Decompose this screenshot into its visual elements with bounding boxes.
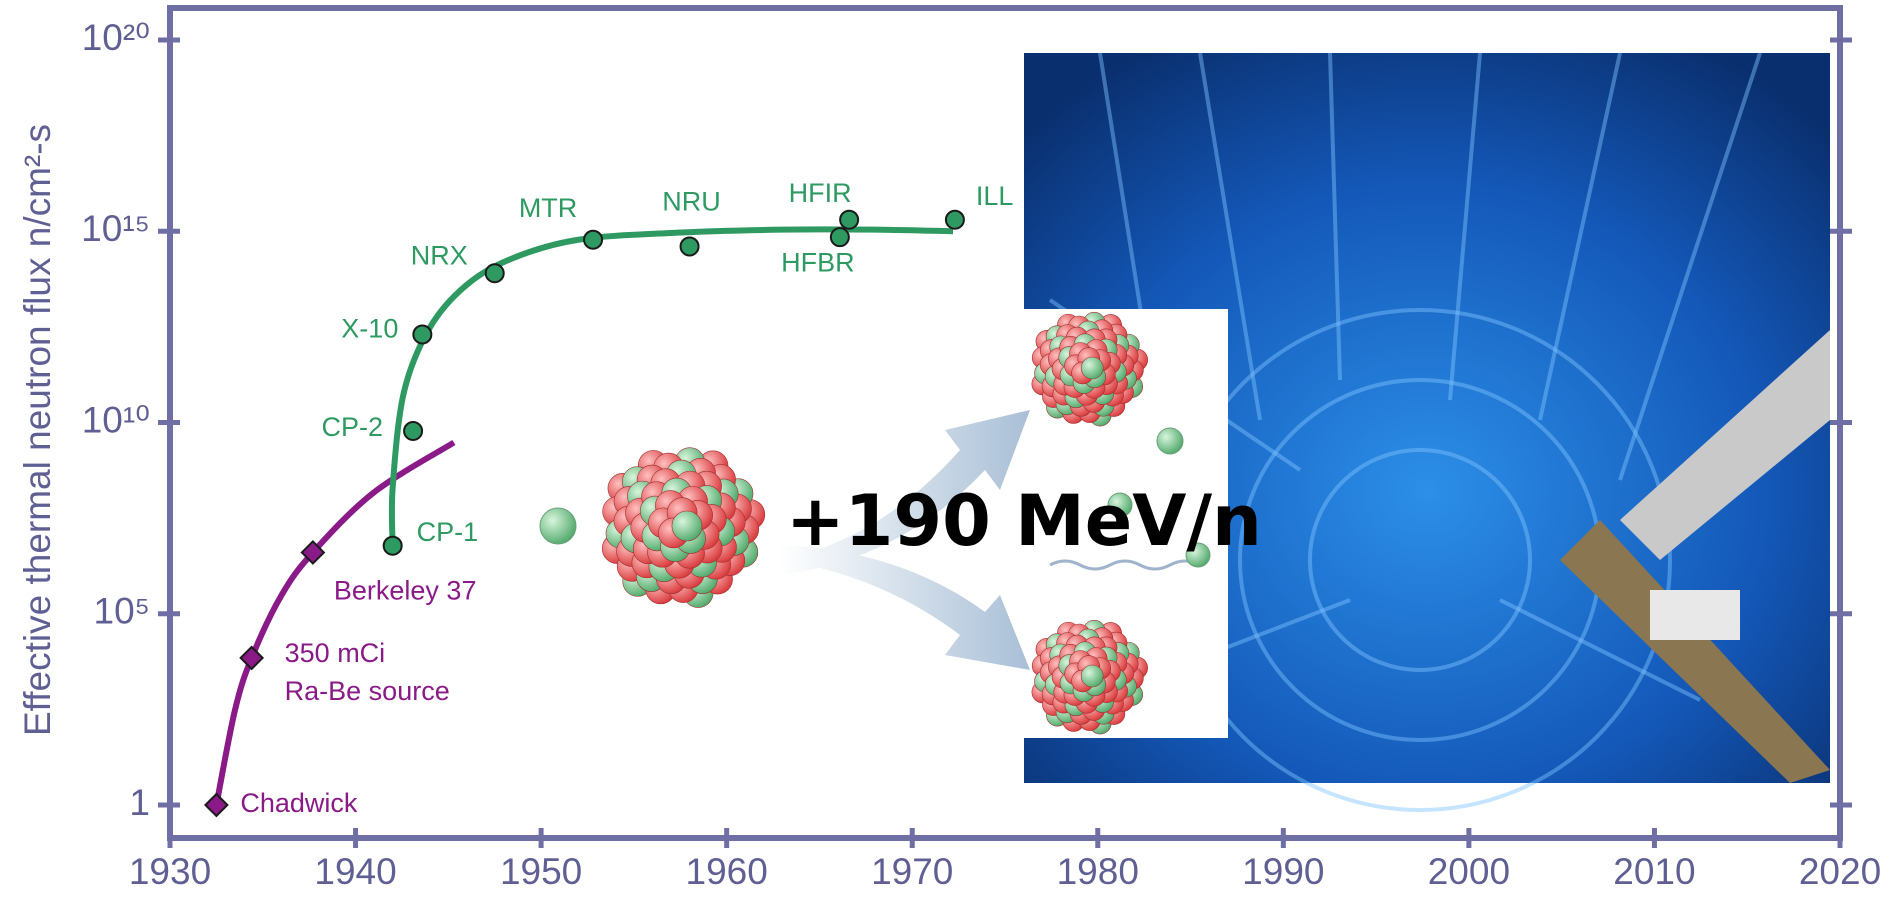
y-tick-label: 10¹⁰: [82, 399, 150, 440]
x-tick-label: 1980: [1057, 851, 1139, 892]
chart: Effective thermal neutron flux n/cm²-s +…: [0, 0, 1888, 898]
point: [840, 211, 858, 229]
neutron: [1157, 428, 1183, 454]
point-label: Ra-Be source: [285, 676, 450, 706]
point-label: HFBR: [781, 247, 855, 277]
x-tick-label: 1970: [871, 851, 953, 892]
y-tick-label: 10⁵: [94, 591, 151, 632]
point-label: CP-1: [417, 517, 479, 547]
point: [946, 211, 964, 229]
neutron: [540, 508, 576, 544]
point-label: Berkeley 37: [334, 576, 477, 606]
point: [205, 794, 227, 816]
y-tick-label: 1: [129, 782, 150, 823]
point-label: ILL: [976, 181, 1014, 211]
point: [404, 422, 422, 440]
point: [413, 325, 431, 343]
trend-line: [216, 443, 454, 805]
point: [681, 237, 699, 255]
x-tick-label: 1990: [1242, 851, 1324, 892]
nucleon: [672, 511, 702, 541]
point-label: 350 mCi: [285, 638, 386, 668]
x-tick-label: 2000: [1428, 851, 1510, 892]
x-tick-label: 1930: [129, 851, 211, 892]
x-tick-label: 2020: [1799, 851, 1881, 892]
nucleon: [1081, 665, 1103, 687]
x-tick-label: 1950: [500, 851, 582, 892]
point: [584, 231, 602, 249]
y-axis-label: Effective thermal neutron flux n/cm²-s: [17, 124, 58, 736]
x-tick-label: 2010: [1613, 851, 1695, 892]
point-label: CP-2: [322, 412, 384, 442]
point: [831, 228, 849, 246]
point-label: X-10: [341, 314, 398, 344]
point-label: MTR: [519, 193, 577, 223]
point: [384, 537, 402, 555]
x-tick-label: 1940: [314, 851, 396, 892]
y-tick-label: 10¹⁵: [81, 208, 150, 249]
nucleon: [1081, 357, 1103, 379]
point-label: Chadwick: [240, 788, 358, 818]
point: [241, 647, 263, 669]
annotation: +190 MeV/n: [786, 480, 1262, 562]
y-tick-label: 10²⁰: [82, 17, 150, 58]
x-tick-label: 1960: [686, 851, 768, 892]
point: [486, 264, 504, 282]
point-label: NRU: [662, 187, 721, 217]
point-label: NRX: [411, 240, 468, 270]
point-label: HFIR: [789, 178, 852, 208]
